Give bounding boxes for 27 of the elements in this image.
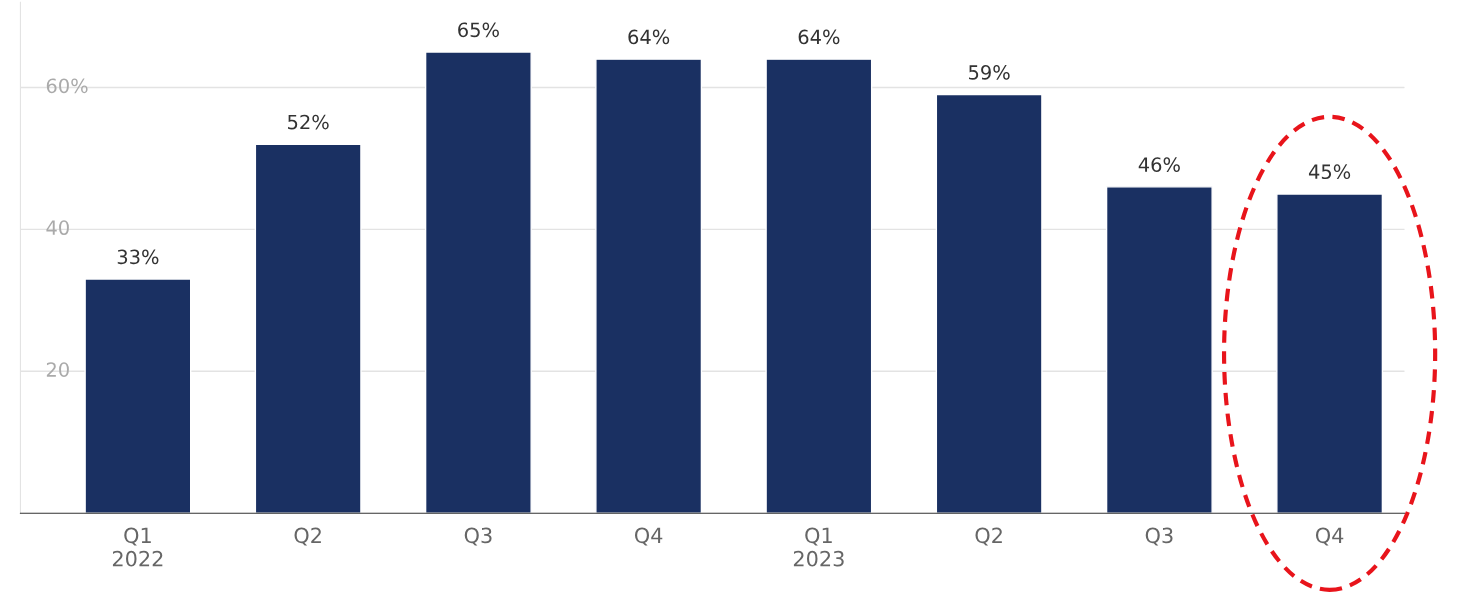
y-tick-label: 60%	[46, 78, 88, 94]
data-label: 59%	[969, 65, 1010, 80]
x-tick-label: Q4	[634, 527, 663, 546]
x-tick-label: Q4	[1315, 527, 1344, 546]
y-tick-label: 40	[46, 220, 69, 236]
data-label: 52%	[288, 114, 329, 130]
x-tick-label: Q1 2022	[112, 527, 163, 567]
bar	[84, 278, 192, 514]
data-label: 33%	[117, 249, 159, 265]
y-tick-label: 20	[46, 362, 69, 377]
x-tick-label: Q1 2023	[793, 527, 844, 567]
bar	[424, 51, 532, 514]
x-tick-label: Q3	[464, 527, 492, 546]
bar	[1276, 193, 1384, 514]
data-label: 45%	[1308, 164, 1351, 180]
data-label: 64%	[798, 29, 840, 45]
bar	[765, 58, 873, 514]
bar	[254, 143, 362, 514]
bar	[935, 93, 1043, 514]
bar	[1105, 186, 1213, 514]
x-tick-label: Q2	[975, 527, 1002, 546]
data-label: 46%	[1138, 157, 1180, 172]
x-tick-label: Q2	[294, 527, 321, 546]
x-tick-label: Q3	[1145, 527, 1173, 546]
bar	[595, 58, 703, 514]
data-label: 65%	[458, 22, 499, 38]
data-label: 64%	[628, 29, 670, 45]
